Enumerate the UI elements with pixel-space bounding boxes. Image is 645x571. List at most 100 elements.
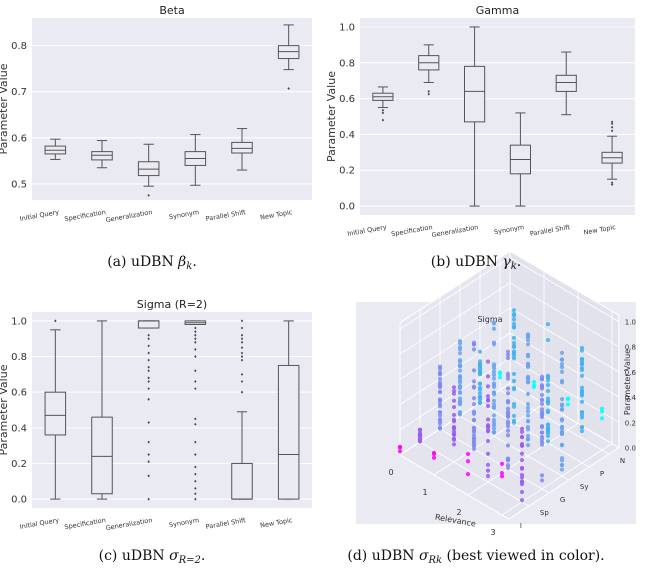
flier-point bbox=[147, 365, 150, 369]
flier-point bbox=[194, 340, 197, 344]
x-tick-label: Specification bbox=[64, 208, 106, 223]
scatter-point bbox=[539, 473, 545, 478]
flier-point bbox=[240, 355, 244, 358]
scatter-point bbox=[525, 377, 531, 382]
scatter-point bbox=[525, 332, 531, 337]
scatter-point bbox=[437, 413, 443, 418]
scatter-point bbox=[539, 392, 545, 398]
scatter-point bbox=[485, 417, 491, 422]
scatter-point bbox=[457, 368, 463, 373]
grid-line bbox=[467, 291, 579, 496]
flier-point bbox=[194, 497, 197, 501]
scatter-point bbox=[491, 320, 497, 325]
flier-point bbox=[610, 183, 614, 186]
grid-line bbox=[399, 251, 511, 456]
z-tick-label: 0.0 bbox=[625, 445, 636, 453]
scatter-point bbox=[485, 403, 491, 409]
scatter-point bbox=[559, 467, 565, 472]
scatter-point bbox=[539, 383, 545, 388]
caption-text: (a) uDBN bbox=[107, 254, 178, 270]
scatter-point bbox=[437, 376, 443, 382]
scatter-point bbox=[505, 433, 511, 438]
scatter-point bbox=[519, 489, 525, 495]
scatter-point bbox=[491, 417, 497, 423]
x-tick-label: 3 bbox=[490, 528, 495, 537]
scatter-point bbox=[491, 426, 497, 431]
scatter-point bbox=[491, 398, 497, 403]
scatter-point bbox=[457, 341, 463, 346]
scatter-point bbox=[559, 463, 565, 468]
scatter-point bbox=[485, 462, 491, 467]
scatter-point bbox=[519, 429, 525, 435]
scatter-point bbox=[539, 430, 545, 435]
flier-point bbox=[240, 319, 244, 323]
chart-title: Sigma bbox=[477, 315, 502, 324]
scatter-point bbox=[539, 401, 545, 406]
flier-point bbox=[240, 337, 244, 341]
scatter-point bbox=[457, 390, 463, 396]
scatter-point bbox=[477, 381, 483, 386]
y-tick-label: 0.7 bbox=[11, 87, 27, 98]
scatter-point bbox=[579, 385, 585, 390]
caption-end: (best viewed in color). bbox=[442, 548, 605, 564]
scatter-point bbox=[511, 387, 517, 392]
flier-point bbox=[381, 118, 385, 122]
flier-point bbox=[54, 319, 57, 323]
flier-point bbox=[610, 122, 614, 126]
scatter-point bbox=[525, 433, 531, 439]
plot-area bbox=[32, 312, 312, 508]
flier-point bbox=[194, 355, 197, 358]
y-axis-label: Parameter Value bbox=[0, 63, 10, 154]
scatter-point bbox=[451, 417, 457, 422]
flier-point bbox=[147, 380, 150, 383]
box bbox=[91, 416, 113, 495]
scatter-point bbox=[511, 413, 517, 418]
panel-sigma-r2: Sigma (R=2) 0.0 0.2 0.4 0.6 0.8 1.0 Parameter V… bbox=[0, 298, 312, 532]
scatter-point bbox=[497, 371, 503, 376]
scatter-point bbox=[491, 430, 497, 435]
scatter-point bbox=[545, 337, 551, 343]
scatter-point bbox=[485, 424, 491, 429]
scatter-point bbox=[519, 457, 525, 463]
scatter-point bbox=[559, 365, 565, 370]
scatter-point bbox=[437, 397, 443, 402]
scatter-point bbox=[511, 404, 517, 409]
scatter-point bbox=[457, 357, 463, 363]
flier-point bbox=[194, 492, 197, 496]
scatter-point bbox=[485, 374, 491, 379]
scatter-point bbox=[485, 359, 491, 364]
scatter-point bbox=[525, 405, 531, 410]
scatter-point bbox=[457, 400, 463, 405]
flier-point bbox=[194, 465, 197, 469]
caption-text: (d) uDBN bbox=[347, 548, 419, 564]
scatter-point bbox=[559, 426, 565, 431]
flier-point bbox=[287, 87, 290, 90]
scatter-point bbox=[599, 409, 605, 414]
scatter-point bbox=[525, 427, 531, 432]
box bbox=[277, 364, 300, 500]
flier-point bbox=[240, 333, 244, 337]
scatter-point bbox=[579, 399, 585, 404]
scatter-point bbox=[451, 425, 457, 430]
y-tick-label: 0.8 bbox=[339, 58, 355, 69]
y-tick-label: I bbox=[520, 522, 522, 530]
scatter-point bbox=[505, 419, 511, 424]
scatter-point bbox=[519, 479, 525, 484]
x-tick-label: Generalization bbox=[105, 208, 153, 224]
flier-point bbox=[147, 474, 150, 478]
flier-point bbox=[240, 380, 244, 383]
scatter-point bbox=[477, 349, 483, 354]
scatter-point bbox=[437, 364, 443, 369]
flier-point bbox=[147, 344, 150, 348]
x-tick-label: Parallel Shift bbox=[205, 516, 247, 531]
flier-point bbox=[610, 181, 614, 185]
scatter-point bbox=[505, 458, 511, 463]
scatter-point bbox=[519, 466, 525, 471]
y-tick-label: N bbox=[620, 457, 625, 465]
flier-point bbox=[147, 376, 150, 380]
flier-point bbox=[194, 479, 197, 483]
x-tick-label: Specification bbox=[64, 516, 106, 531]
flier-point bbox=[147, 333, 150, 337]
caption-subscript: k bbox=[511, 261, 517, 272]
scatter-point bbox=[505, 352, 511, 357]
